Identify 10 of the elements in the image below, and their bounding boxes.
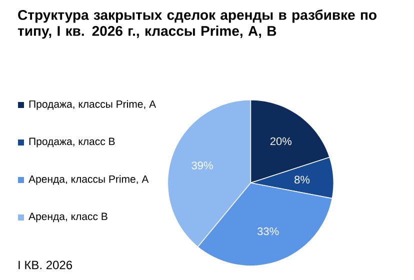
legend-label: Продажа, класс B [29,138,115,148]
text: I КВ. 2026 [18,260,72,270]
legend-label: Продажа, классы Prime, A [29,100,156,110]
chart-title: Структура закрытых сделок аренды в разбивке по типу, I кв. 2026 г., классы Prime, A, B [18,10,376,39]
data-label: 8% [294,176,310,184]
data-label: 33% [258,227,279,236]
legend-label: Аренда, класс B [28,212,108,222]
data-label: 20% [270,137,292,146]
legend-label: Аренда, классы Prime, A [28,175,149,185]
data-label: 39% [192,162,213,170]
